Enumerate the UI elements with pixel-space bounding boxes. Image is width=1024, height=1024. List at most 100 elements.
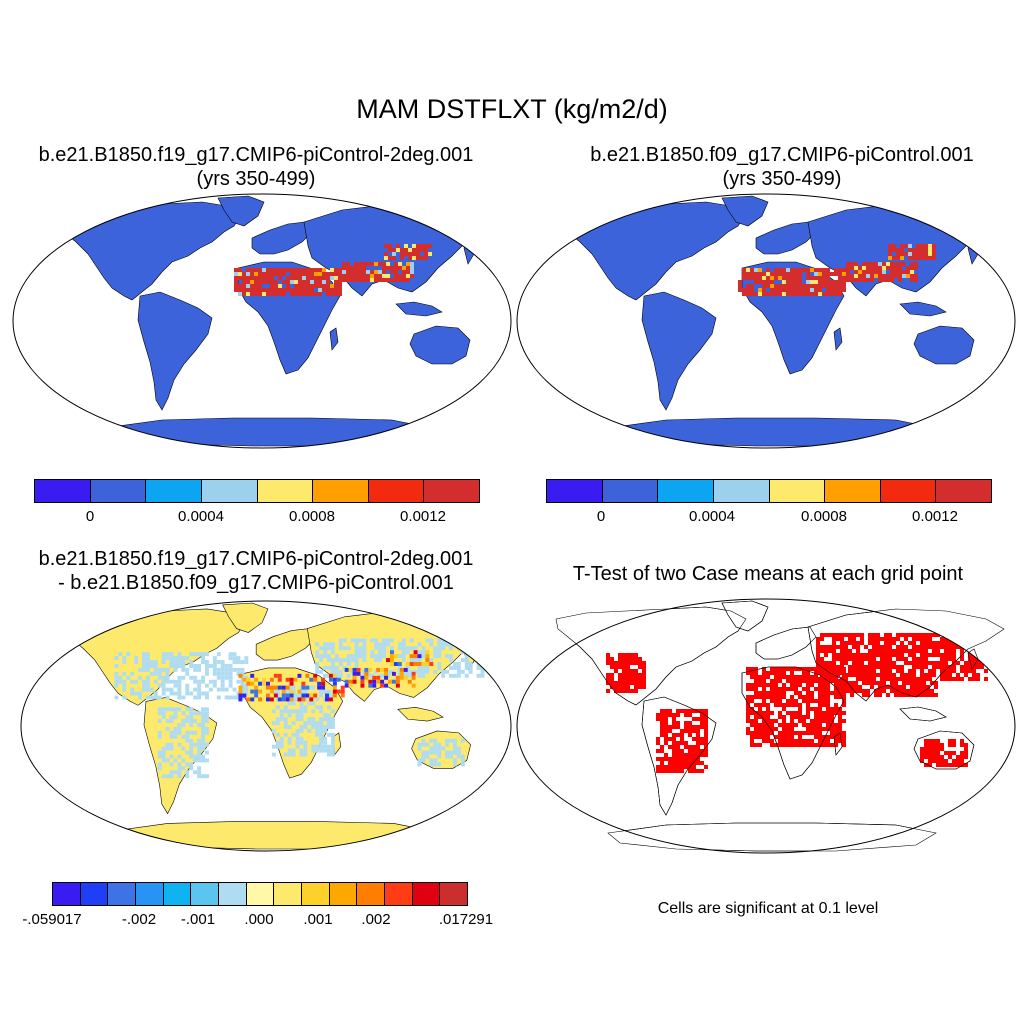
significant-cell bbox=[856, 633, 860, 637]
europe-landmass bbox=[255, 628, 316, 661]
dust-cell bbox=[326, 292, 330, 296]
difference-cell bbox=[364, 667, 369, 672]
significant-cell bbox=[924, 743, 928, 747]
significant-cell bbox=[844, 645, 848, 649]
significant-cell bbox=[762, 703, 766, 707]
dust-cell bbox=[234, 280, 238, 284]
greenland-landmass bbox=[222, 602, 269, 633]
difference-cell bbox=[232, 652, 237, 657]
difference-cell bbox=[281, 697, 286, 702]
difference-cell bbox=[330, 740, 335, 745]
dust-cell bbox=[758, 280, 762, 284]
difference-cell bbox=[460, 669, 465, 674]
difference-cell bbox=[291, 732, 296, 737]
significant-cell bbox=[904, 677, 908, 681]
difference-cell bbox=[189, 723, 194, 727]
dust-cell bbox=[862, 278, 866, 282]
significant-cell bbox=[894, 693, 898, 697]
dust-cell bbox=[794, 276, 798, 280]
difference-cell bbox=[201, 746, 205, 751]
significant-cell bbox=[754, 675, 758, 679]
significant-cell bbox=[894, 689, 898, 693]
dust-cell bbox=[330, 272, 334, 276]
significant-cell bbox=[672, 713, 676, 717]
dust-cell bbox=[378, 274, 382, 278]
significant-cell bbox=[914, 685, 918, 689]
panel2-continents bbox=[555, 195, 1005, 447]
difference-cell bbox=[283, 717, 288, 722]
dust-cell bbox=[822, 284, 826, 288]
dust-cell bbox=[746, 292, 750, 296]
difference-cell bbox=[224, 667, 229, 672]
dust-cell bbox=[246, 288, 250, 292]
significant-cell bbox=[630, 653, 634, 657]
significant-cell bbox=[960, 677, 964, 681]
difference-cell bbox=[275, 705, 280, 710]
dust-cell bbox=[870, 266, 874, 270]
difference-cell bbox=[157, 730, 162, 735]
dust-cell bbox=[310, 292, 314, 296]
dust-cell bbox=[342, 270, 346, 274]
dust-cell bbox=[270, 280, 274, 284]
europe-landmass bbox=[755, 626, 817, 660]
significant-cell bbox=[822, 691, 826, 695]
dust-cell bbox=[278, 284, 282, 288]
difference-cell bbox=[356, 667, 361, 672]
difference-cell bbox=[376, 667, 381, 672]
difference-cell bbox=[185, 770, 190, 775]
difference-cell bbox=[142, 660, 146, 665]
difference-cell bbox=[338, 662, 343, 666]
significant-cell bbox=[778, 695, 782, 699]
dust-cell bbox=[814, 292, 818, 296]
difference-cell bbox=[169, 660, 174, 665]
dust-cell bbox=[830, 292, 834, 296]
significant-cell bbox=[626, 685, 630, 689]
significant-cell bbox=[684, 761, 688, 765]
significant-cell bbox=[930, 681, 934, 685]
significant-cell bbox=[642, 685, 646, 689]
difference-cell bbox=[236, 660, 241, 665]
significant-cell bbox=[956, 645, 960, 649]
significant-cell bbox=[880, 673, 884, 677]
difference-cell bbox=[177, 691, 182, 696]
difference-cell bbox=[181, 656, 186, 661]
difference-cell bbox=[181, 711, 186, 716]
dust-cell bbox=[762, 284, 766, 288]
difference-cell bbox=[275, 732, 280, 737]
significant-cell bbox=[818, 711, 822, 715]
difference-cell bbox=[303, 689, 308, 694]
significant-cell bbox=[688, 721, 692, 725]
dust-cell bbox=[924, 244, 928, 248]
dust-cell bbox=[386, 274, 390, 278]
significant-cell bbox=[832, 661, 836, 665]
difference-cell bbox=[441, 673, 446, 678]
difference-cell bbox=[130, 687, 135, 692]
significant-cell bbox=[922, 693, 926, 697]
dust-cell bbox=[298, 280, 302, 284]
significant-cell bbox=[766, 731, 770, 735]
significant-cell bbox=[832, 641, 836, 645]
significant-cell bbox=[848, 633, 852, 637]
significant-cell bbox=[622, 653, 626, 657]
difference-cell bbox=[332, 673, 337, 678]
significant-cell bbox=[790, 667, 794, 671]
difference-cell bbox=[327, 705, 331, 710]
difference-cell bbox=[238, 685, 243, 690]
difference-cell bbox=[153, 671, 158, 676]
significant-cell bbox=[852, 669, 856, 673]
significant-cell bbox=[656, 713, 660, 717]
difference-cell bbox=[122, 687, 127, 692]
difference-cell bbox=[189, 750, 194, 755]
difference-cell bbox=[149, 687, 154, 692]
difference-cell bbox=[240, 671, 245, 676]
difference-cell bbox=[399, 671, 404, 676]
dust-cell bbox=[374, 278, 378, 282]
difference-cell bbox=[216, 671, 221, 676]
significant-cell bbox=[870, 685, 874, 689]
significant-cell bbox=[948, 641, 952, 645]
difference-cell bbox=[323, 740, 328, 745]
dust-cell bbox=[298, 268, 302, 272]
significant-cell bbox=[896, 677, 900, 681]
difference-cell bbox=[149, 660, 154, 665]
significant-cell bbox=[638, 681, 642, 685]
